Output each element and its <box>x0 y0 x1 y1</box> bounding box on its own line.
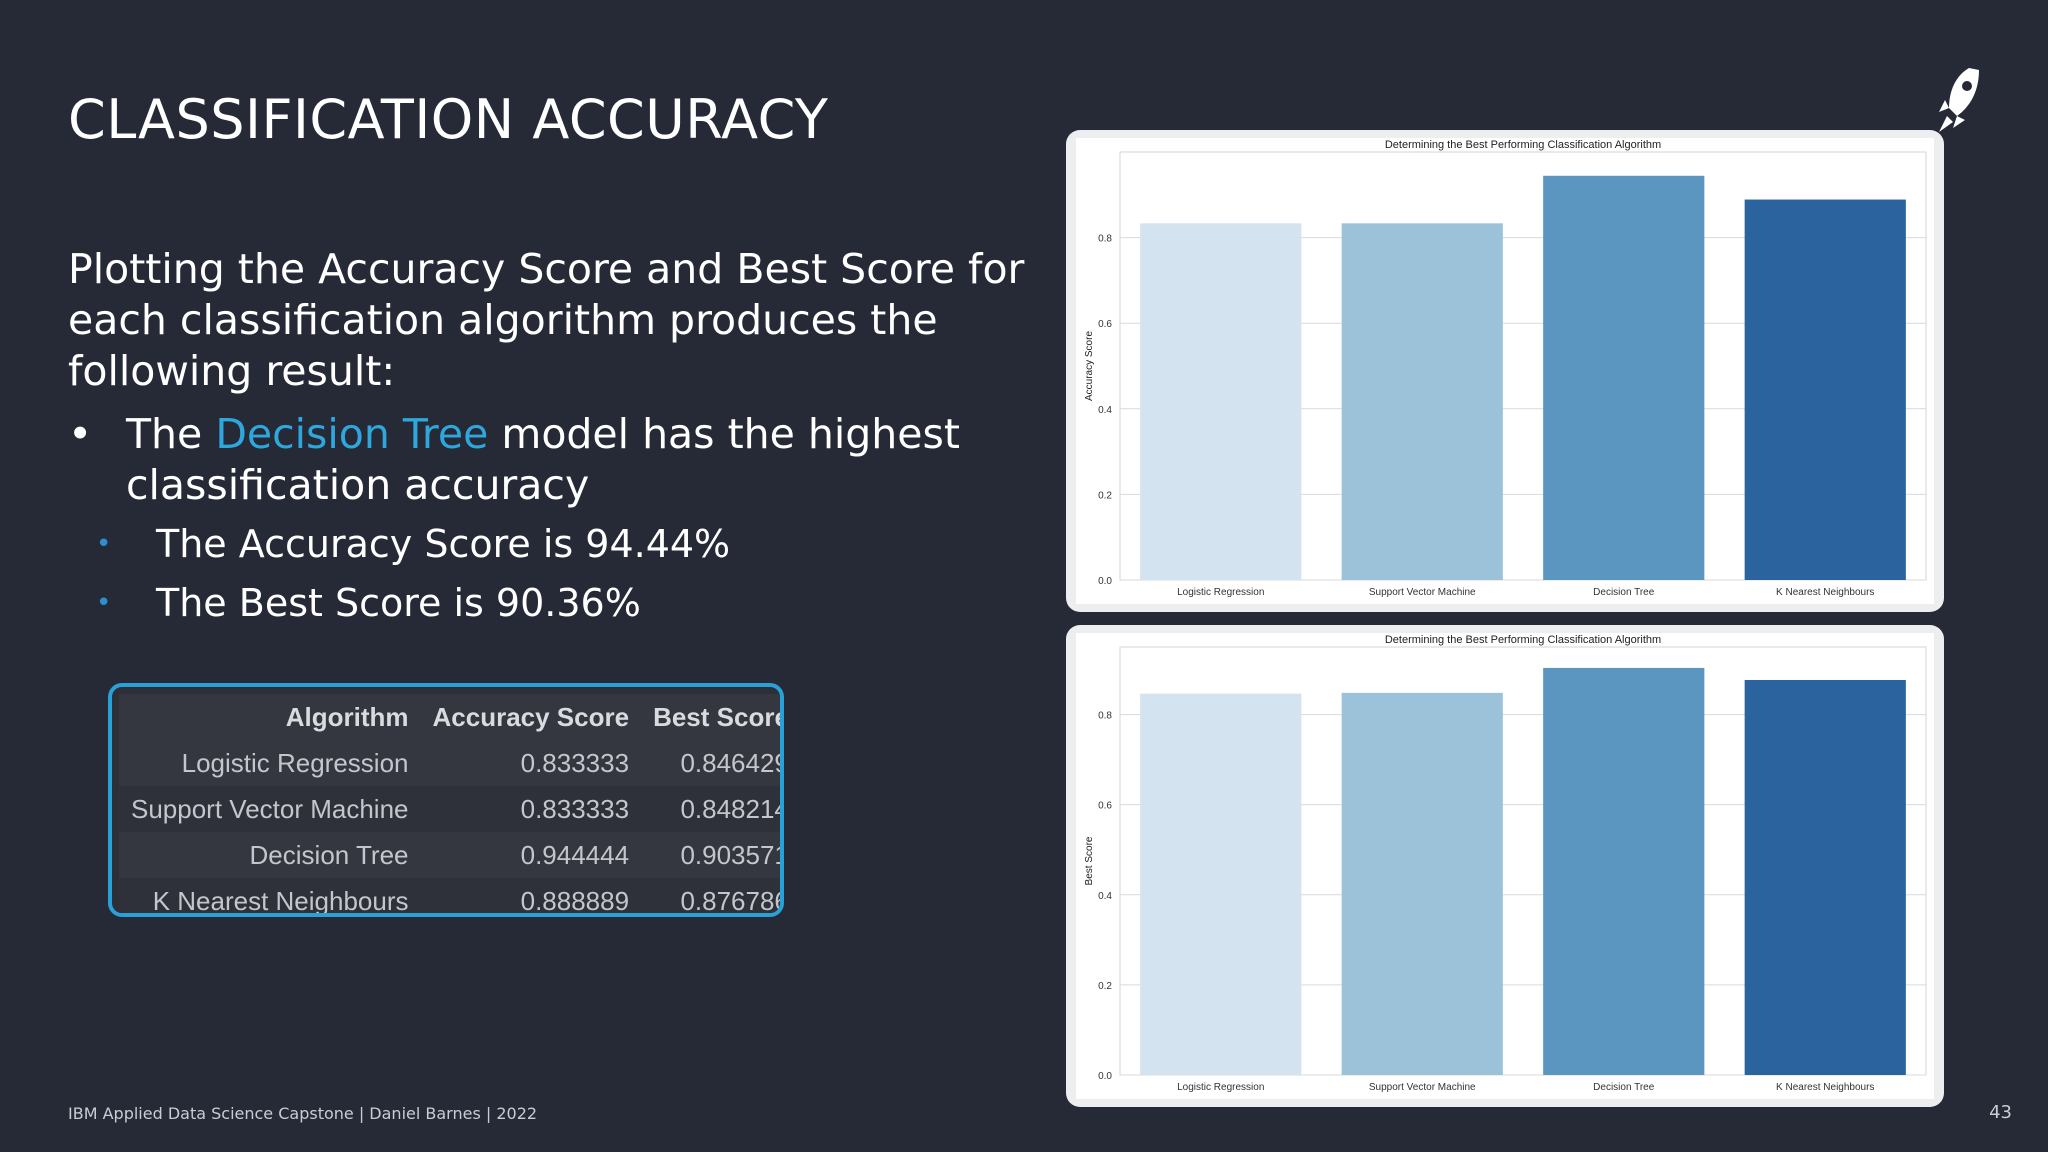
y-tick-label: 0.8 <box>1098 711 1112 722</box>
bar <box>1543 175 1705 581</box>
accuracy-chart-panel: 0.0 0.2 0.4 0.6 0.8 Determining the Best Perf… <box>1066 130 1944 612</box>
sub-bullet-best: • The Best Score is 90.36% <box>68 578 1028 629</box>
best-score-chart-panel: 0.0 0.2 0.4 0.6 0.8 Determining the Best Perf… <box>1066 625 1944 1107</box>
cell-best: 0.903571 <box>641 832 780 878</box>
cell-accuracy: 0.944444 <box>420 832 642 878</box>
bar <box>1341 692 1503 1075</box>
cell-algorithm: Support Vector Machine <box>119 786 421 832</box>
cell-accuracy: 0.888889 <box>420 878 642 913</box>
bar <box>1744 679 1906 1075</box>
cell-algorithm: Logistic Regression <box>119 740 421 786</box>
table-row: K Nearest Neighbours 0.888889 0.876786 <box>119 878 780 913</box>
slide-title: CLASSIFICATION ACCURACY <box>68 88 829 151</box>
cell-algorithm: Decision Tree <box>119 832 421 878</box>
x-tick-label: K Nearest Neighbours <box>1776 1082 1874 1093</box>
sub-bullet-dot: • <box>96 588 112 618</box>
x-tick-label: K Nearest Neighbours <box>1776 587 1874 598</box>
bar <box>1341 223 1503 580</box>
cell-best: 0.846429 <box>641 740 780 786</box>
sub-bullet-text: The Accuracy Score is 94.44% <box>156 522 731 566</box>
x-tick-label: Support Vector Machine <box>1369 587 1476 598</box>
best-score-chart: 0.0 0.2 0.4 0.6 0.8 Determining the Best Perf… <box>1076 633 1934 1099</box>
cell-algorithm: K Nearest Neighbours <box>119 878 421 913</box>
y-tick-label: 0.8 <box>1098 234 1112 245</box>
bullet-dot: • <box>68 410 93 458</box>
bar <box>1140 693 1302 1075</box>
y-tick-label: 0.0 <box>1098 1071 1112 1082</box>
results-table: Algorithm Accuracy Score Best Score Logi… <box>119 694 780 913</box>
sub-bullet-accuracy: • The Accuracy Score is 94.44% <box>68 519 1028 570</box>
chart-title: Determining the Best Performing Classifi… <box>1385 139 1661 151</box>
cell-accuracy: 0.833333 <box>420 786 642 832</box>
y-axis-label: Best Score <box>1084 836 1095 885</box>
bar <box>1744 199 1906 580</box>
bullet-text-post: model has the highest classification acc… <box>126 410 960 509</box>
y-tick-label: 0.4 <box>1098 405 1112 416</box>
main-bullet: • The Decision Tree model has the highes… <box>68 409 1028 511</box>
x-tick-label: Decision Tree <box>1593 587 1655 598</box>
bar <box>1140 223 1302 580</box>
sub-bullet-text: The Best Score is 90.36% <box>156 581 641 625</box>
cell-best: 0.876786 <box>641 878 780 913</box>
y-tick-label: 0.2 <box>1098 490 1112 501</box>
footer-text: IBM Applied Data Science Capstone | Dani… <box>68 1104 538 1123</box>
table-row: Support Vector Machine 0.833333 0.848214 <box>119 786 780 832</box>
x-tick-label: Decision Tree <box>1593 1082 1655 1093</box>
x-tick-label: Logistic Regression <box>1177 1082 1264 1093</box>
bullet-highlight: Decision Tree <box>215 410 489 458</box>
x-tick-label: Logistic Regression <box>1177 587 1264 598</box>
table-header-row: Algorithm Accuracy Score Best Score <box>119 694 780 740</box>
y-tick-label: 0.0 <box>1098 576 1112 587</box>
results-table-panel: Algorithm Accuracy Score Best Score Logi… <box>108 683 784 917</box>
sub-bullet-dot: • <box>96 529 112 559</box>
table-row: Logistic Regression 0.833333 0.846429 <box>119 740 780 786</box>
bar <box>1543 667 1705 1075</box>
header-best-score: Best Score <box>641 694 780 740</box>
slide-body: Plotting the Accuracy Score and Best Sco… <box>68 244 1028 629</box>
header-accuracy-score: Accuracy Score <box>420 694 642 740</box>
y-axis-label: Accuracy Score <box>1084 331 1095 401</box>
accuracy-score-chart: 0.0 0.2 0.4 0.6 0.8 Determining the Best Perf… <box>1076 138 1934 604</box>
x-tick-label: Support Vector Machine <box>1369 1082 1476 1093</box>
y-tick-label: 0.2 <box>1098 981 1112 992</box>
cell-accuracy: 0.833333 <box>420 740 642 786</box>
y-tick-label: 0.6 <box>1098 801 1112 812</box>
y-tick-label: 0.6 <box>1098 319 1112 330</box>
page-number: 43 <box>1989 1102 2012 1123</box>
table-row: Decision Tree 0.944444 0.903571 <box>119 832 780 878</box>
bullet-text-pre: The <box>126 410 203 458</box>
header-algorithm: Algorithm <box>119 694 421 740</box>
y-tick-label: 0.4 <box>1098 891 1112 902</box>
intro-text: Plotting the Accuracy Score and Best Sco… <box>68 245 1025 395</box>
chart-title: Determining the Best Performing Classifi… <box>1385 634 1661 646</box>
cell-best: 0.848214 <box>641 786 780 832</box>
rocket-icon <box>1939 68 1979 132</box>
